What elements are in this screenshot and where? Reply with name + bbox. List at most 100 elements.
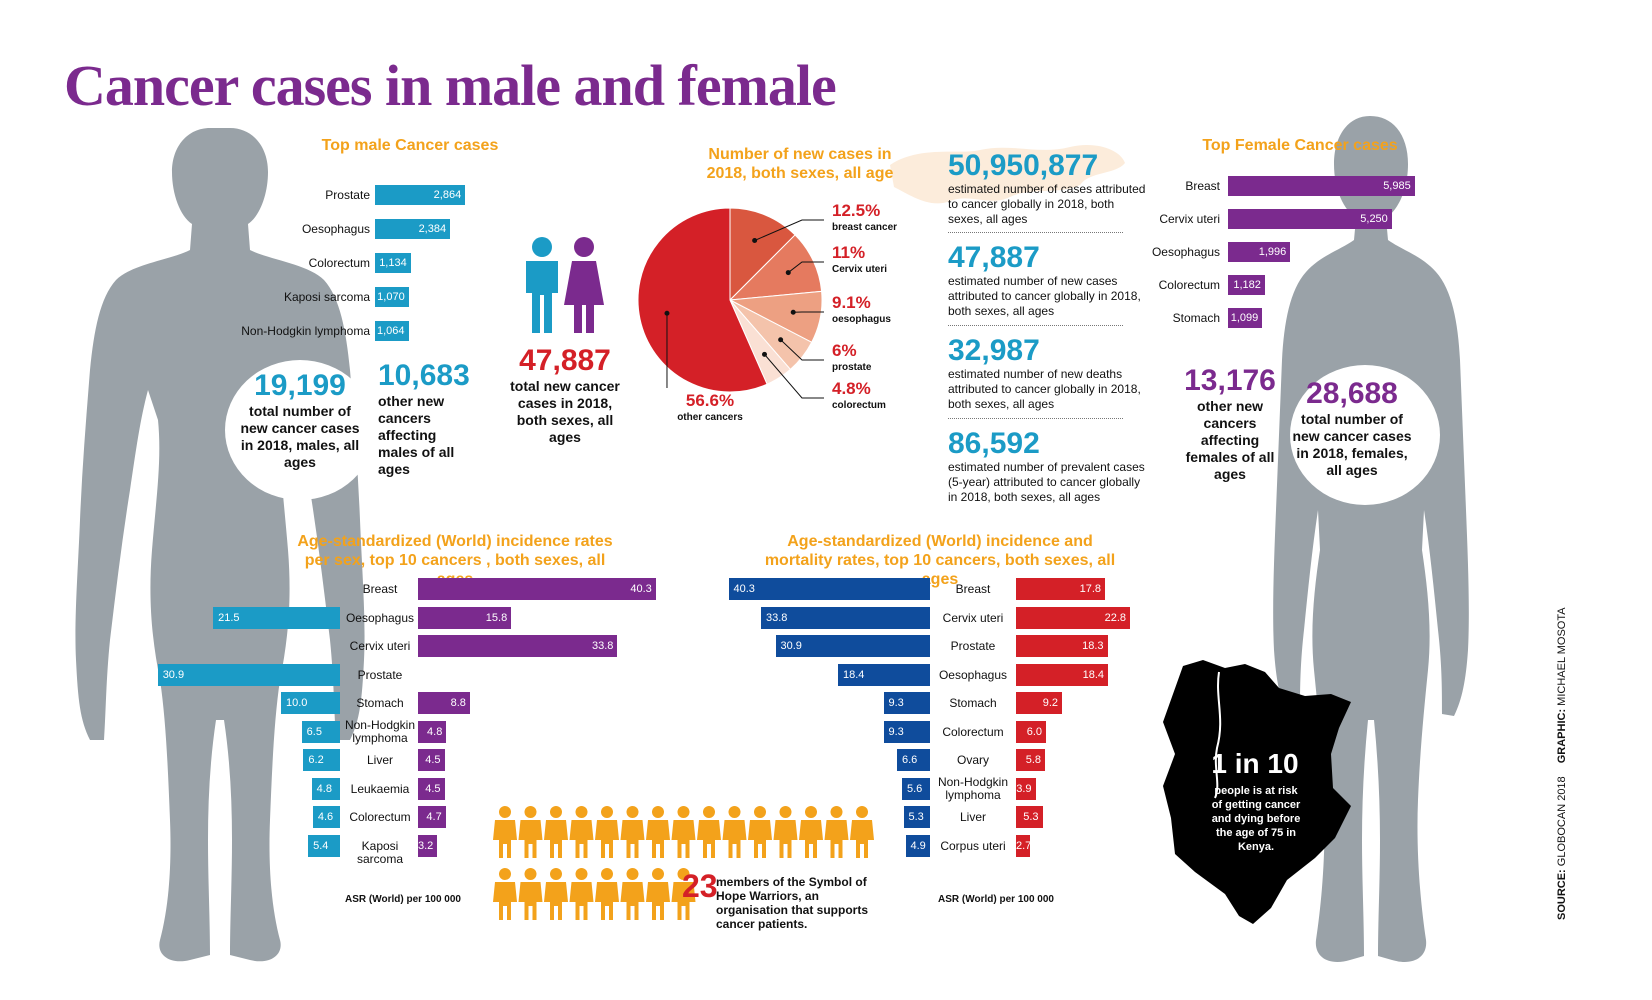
male-other-value: 10,683 (378, 359, 470, 392)
person-icon (569, 868, 594, 920)
bar-value-label: 1,099 (1230, 312, 1259, 324)
female-total-value: 28,688 (1306, 377, 1398, 410)
person-icon (722, 806, 747, 858)
source-credit: SOURCE: GLOBOCAN 2018 GRAPHIC: MICHAEL M… (1556, 607, 1568, 920)
bar-right-value: 22.8 (1104, 611, 1126, 624)
person-icon (671, 868, 696, 920)
bar-left-value: 4.9 (910, 839, 926, 852)
person-icon (518, 806, 543, 858)
stat-text: estimated number of new deaths attribute… (948, 367, 1141, 411)
pie-title: Number of new cases in 2018, both sexes,… (706, 146, 894, 182)
bar-right (418, 777, 445, 800)
pie-chart: 12.5% breast cancer 11% Cervix uteri 9.1% oes… (637, 201, 897, 423)
bar (1228, 308, 1263, 328)
bar-right (1016, 834, 1030, 857)
bar-right (418, 720, 447, 743)
bar-right (1016, 749, 1045, 771)
pie-slice (729, 207, 796, 302)
bar-left-value: 9.3 (888, 725, 904, 738)
bar-left (311, 777, 340, 800)
person-icon (748, 806, 772, 858)
bar-left (883, 692, 930, 714)
divider (948, 232, 1123, 233)
bar-value-label: 1,070 (377, 291, 405, 303)
bar-left (728, 578, 930, 600)
bar-left-value: 5.3 (908, 811, 924, 823)
asr-right-title: Age-standardized (World) incidence and m… (764, 533, 1116, 588)
pie-leader-line (764, 354, 824, 399)
bar-category-label: Cervix uteri (942, 610, 1004, 625)
bar-right (418, 606, 512, 629)
asr-left-title: Age-standardized (World) incidence rates… (297, 533, 613, 588)
person-icon (544, 868, 568, 920)
female-total-bubble (1290, 365, 1440, 505)
male-total-bubble (225, 360, 375, 500)
male-total-value: 19,199 (254, 369, 346, 402)
source-label: SOURCE: (1556, 869, 1568, 920)
bar (1228, 176, 1415, 196)
bar-value-label: 5,250 (1360, 213, 1388, 225)
person-icon (595, 806, 619, 858)
kenya-value: 1 in 10 (1211, 748, 1299, 779)
bar-category-label: Stomach (356, 696, 404, 710)
graphic-label: GRAPHIC: (1556, 708, 1568, 764)
pie-category-label: prostate (832, 362, 872, 373)
bar-left-value: 6.5 (306, 725, 322, 738)
bar-left (213, 606, 340, 629)
asr-left-note: ASR (World) per 100 000 (345, 894, 461, 905)
person-icon (697, 806, 721, 858)
bar-category-label: Colorectum (308, 256, 370, 270)
stat-item: 47,887 estimated number of new cases att… (948, 242, 1148, 319)
divider (948, 418, 1123, 419)
male-body-silhouette (75, 128, 365, 962)
person-icon (544, 806, 568, 858)
bar-right-value: 8.8 (450, 697, 466, 709)
bar-category-label: Non-Hodgkin lymphoma (241, 324, 370, 338)
bar-right-value: 3.9 (1016, 782, 1032, 795)
bar-right (418, 749, 445, 771)
bar-right (418, 578, 656, 600)
kenya-text: people is at risk of getting cancer and … (1211, 785, 1301, 853)
bar-left-value: 21.5 (218, 611, 240, 624)
bar-right (1016, 720, 1046, 743)
hope-warriors-figures (493, 806, 874, 920)
pie-percent-label: 4.8% (832, 379, 871, 398)
bar-category-label: Cervix uteri (1159, 212, 1220, 226)
bar-right-value: 33.8 (591, 640, 614, 652)
pie-category-label: breast cancer (832, 222, 897, 233)
bar-left-value: 6.2 (308, 754, 324, 766)
pie-category-label: Cervix uteri (832, 264, 887, 275)
bar-left (905, 834, 930, 857)
pie-percent-label: 12.5% (832, 201, 880, 220)
bar-category-label: Oesophagus (938, 667, 1008, 682)
bar-right-value: 17.8 (1079, 583, 1101, 595)
person-icon (773, 806, 798, 858)
person-icon (518, 868, 543, 920)
bar-category-label: Liver (959, 810, 986, 824)
bar-category-label: Oesophagus (345, 610, 415, 625)
stat-value: 50,950,877 (948, 149, 1099, 182)
bar-value-label: 1,182 (1233, 279, 1261, 291)
bar-right (418, 834, 437, 857)
bar-category-label: Stomach (1172, 311, 1220, 325)
bar-left-value: 9.3 (888, 697, 904, 709)
bar-category-label: Non-Hodgkin lymphoma (344, 717, 416, 745)
bar (1228, 275, 1265, 295)
bar-right-value: 4.8 (427, 725, 443, 738)
bar-value-label: 2,864 (433, 189, 462, 201)
bar-left (301, 720, 340, 743)
bar-category-label: Ovary (956, 753, 989, 767)
bar-right (1016, 635, 1108, 657)
bar-right (1016, 606, 1130, 629)
bar-right (1016, 578, 1105, 600)
person-icon (799, 806, 823, 858)
world-map-shape (890, 144, 1125, 204)
bar-left (312, 806, 340, 828)
person-icon (620, 868, 645, 920)
bar-value-label: 5,985 (1383, 180, 1411, 192)
person-icon (850, 806, 874, 858)
bar-category-label: Oesophagus (1151, 245, 1220, 259)
stat-value: 47,887 (948, 241, 1040, 274)
stat-text: estimated number of prevalent cases (5-y… (948, 460, 1145, 504)
bar-right (1016, 777, 1036, 800)
